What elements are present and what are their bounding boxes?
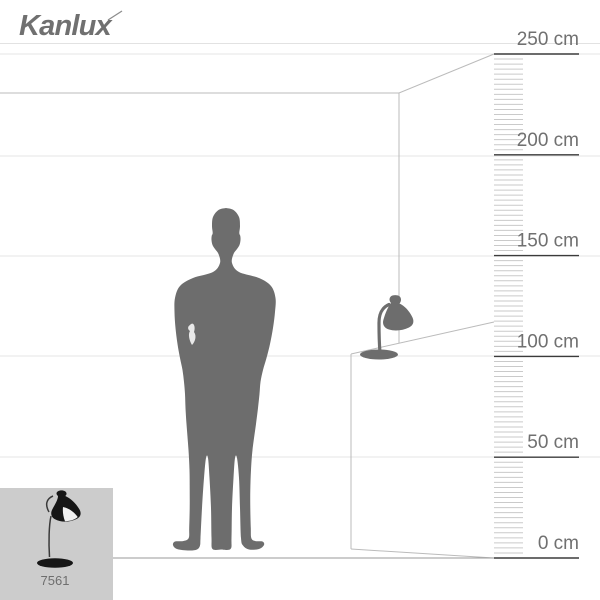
svg-text:50 cm: 50 cm [527, 432, 579, 453]
svg-text:150 cm: 150 cm [517, 231, 579, 252]
svg-text:200 cm: 200 cm [517, 130, 579, 151]
svg-text:250 cm: 250 cm [517, 29, 579, 50]
svg-text:7561: 7561 [41, 573, 70, 588]
svg-text:0 cm: 0 cm [538, 533, 579, 554]
svg-text:100 cm: 100 cm [517, 331, 579, 352]
